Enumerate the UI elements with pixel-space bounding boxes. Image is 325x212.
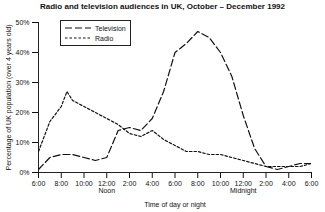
svg-text:20%: 20% <box>15 109 29 116</box>
svg-text:12:00: 12:00 <box>234 180 252 188</box>
html-text:Radio: Radio <box>95 34 114 42</box>
svg-text:4:00: 4:00 <box>145 180 159 187</box>
html-text:Radio and television audiences: Radio and television audiences in UK, Oc… <box>40 2 285 11</box>
svg-text:6:00: 6:00 <box>305 180 319 187</box>
svg-text:10:00: 10:00 <box>75 180 93 187</box>
svg-text:Time of day or night: Time of day or night <box>144 201 206 209</box>
svg-text:50%: 50% <box>15 19 29 26</box>
svg-text:0%: 0% <box>19 169 29 176</box>
svg-text:Midnight: Midnight <box>230 187 257 195</box>
svg-text:30%: 30% <box>15 79 29 86</box>
svg-text:10:00: 10:00 <box>212 180 230 187</box>
svg-text:Noon: Noon <box>98 187 115 194</box>
svg-text:6:00: 6:00 <box>168 180 182 187</box>
svg-text:8:00: 8:00 <box>54 180 68 187</box>
svg-text:4:00: 4:00 <box>282 180 296 187</box>
svg-text:10%: 10% <box>15 139 29 146</box>
svg-text:12:00: 12:00 <box>98 180 116 188</box>
svg-text:40%: 40% <box>15 49 29 56</box>
svg-text:6:00: 6:00 <box>32 180 46 187</box>
html-text:Television: Television <box>95 24 126 32</box>
svg-text:8:00: 8:00 <box>191 180 205 187</box>
svg-text:2:00: 2:00 <box>123 180 137 187</box>
svg-text:2:00: 2:00 <box>259 180 273 187</box>
svg-text:Percentage of UK population (o: Percentage of UK population (over 4 year… <box>5 25 13 171</box>
